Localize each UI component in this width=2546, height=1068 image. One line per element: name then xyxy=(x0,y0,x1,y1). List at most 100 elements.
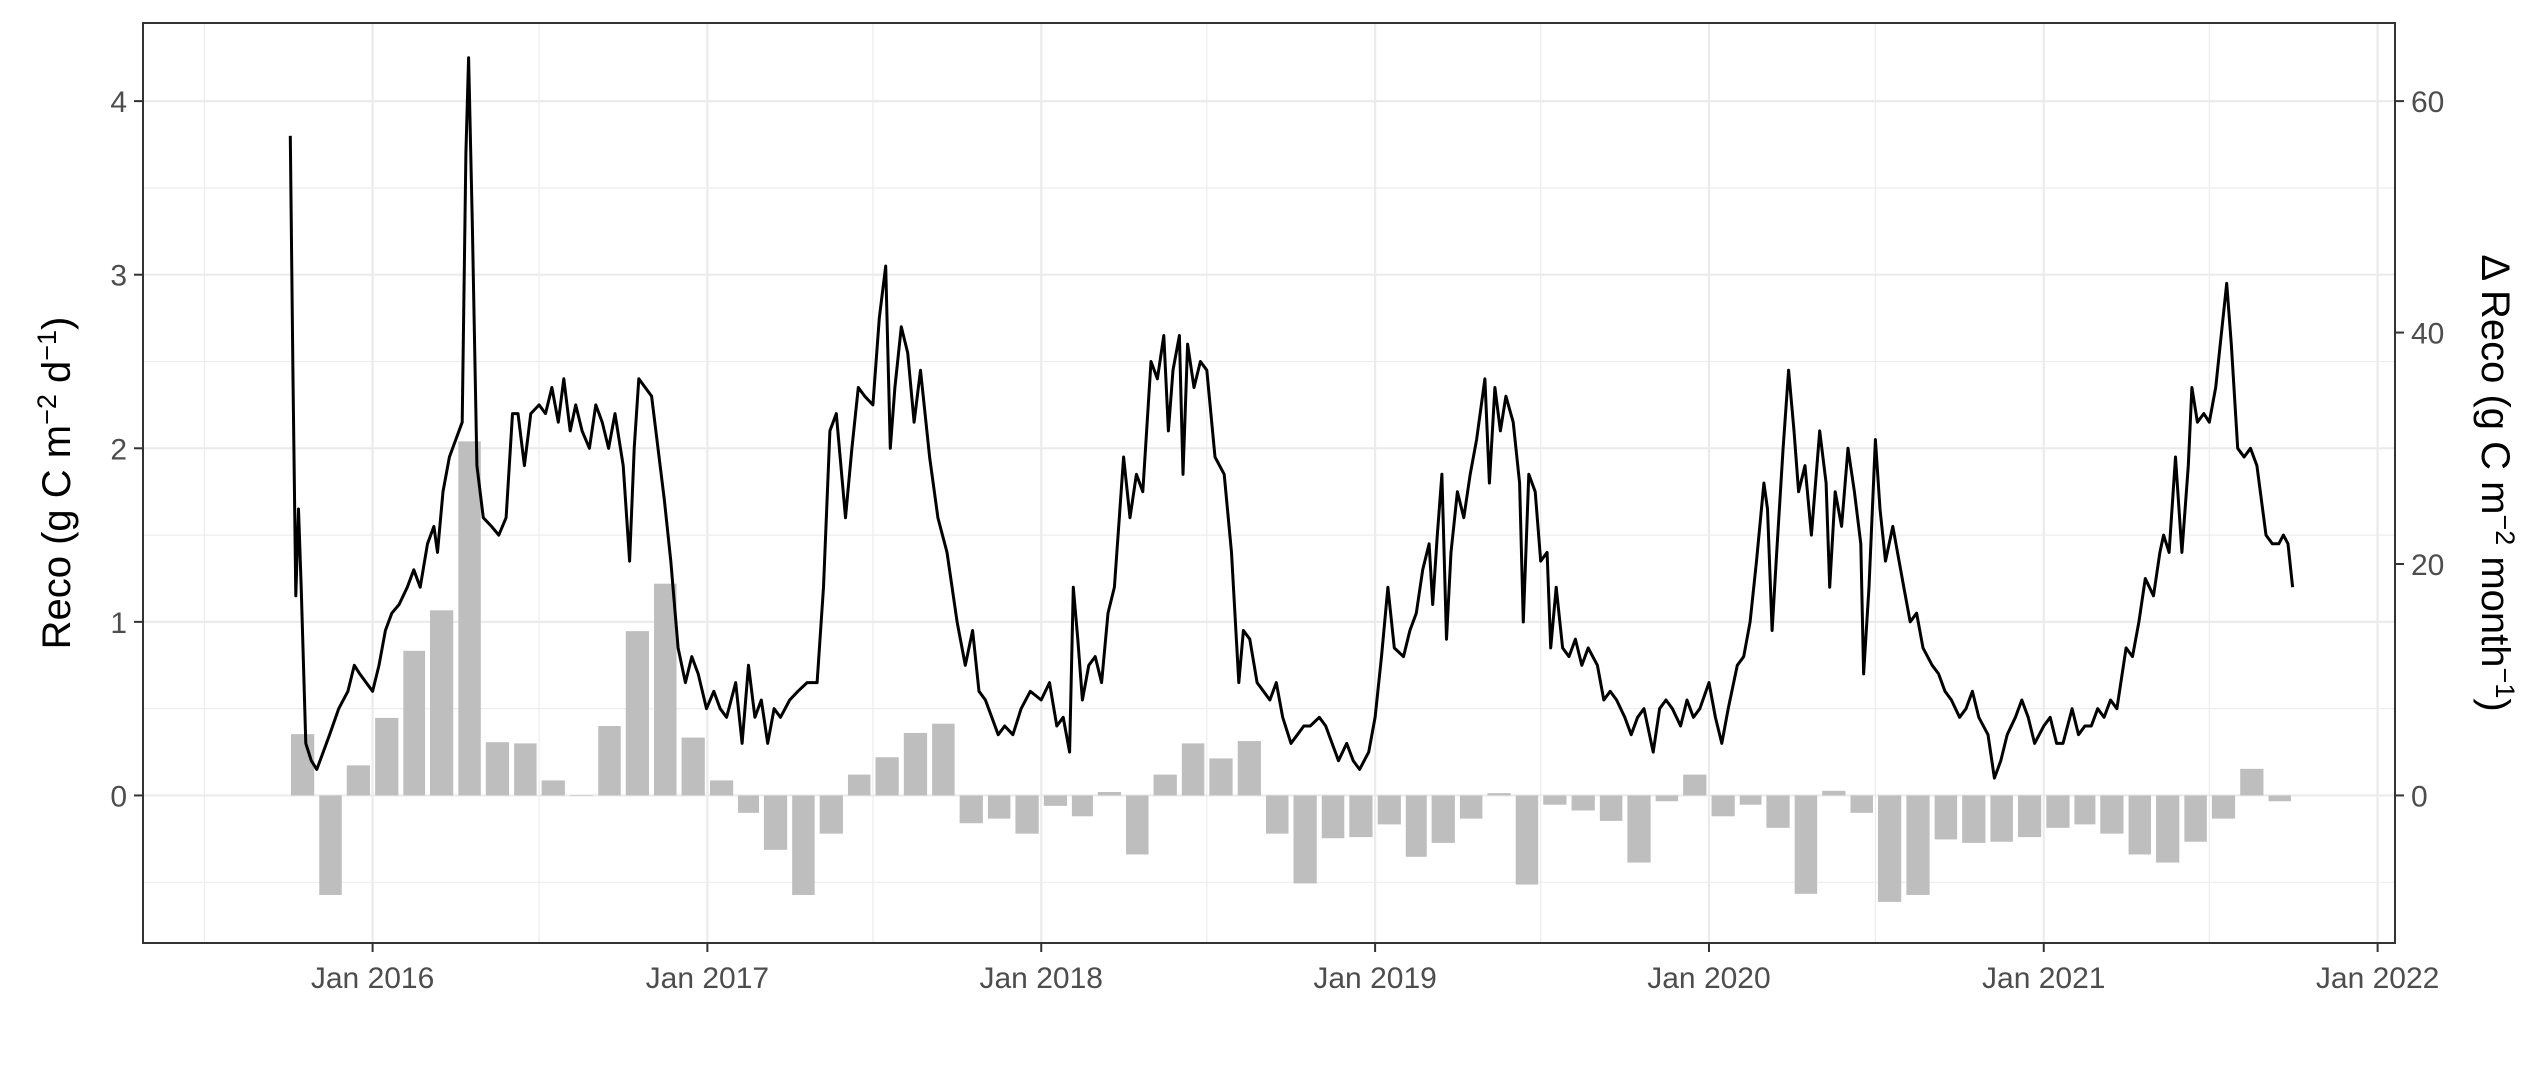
bar xyxy=(2074,795,2096,825)
bar xyxy=(2046,795,2070,828)
bar xyxy=(792,795,815,895)
x-tick-label: Jan 2022 xyxy=(2316,962,2439,995)
bar xyxy=(1265,795,1289,834)
bar xyxy=(2100,795,2124,834)
bar xyxy=(2017,795,2042,838)
left-tick-label: 2 xyxy=(110,433,127,466)
bar xyxy=(1515,795,1539,885)
bar xyxy=(1794,795,1818,894)
bar xyxy=(1293,795,1317,884)
bar xyxy=(681,737,705,796)
bar xyxy=(819,795,843,834)
bar xyxy=(763,795,788,850)
bar xyxy=(1377,795,1401,825)
bar-series xyxy=(290,441,2291,902)
bar xyxy=(738,795,760,813)
right-tick-label: 0 xyxy=(2411,780,2428,813)
bar xyxy=(1015,795,1039,834)
bar xyxy=(514,743,537,796)
x-axis: Jan 2016 Jan 2017 Jan 2018 Jan 2019 Jan 2020… xyxy=(311,943,2439,995)
right-axis: 0 20 40 60 xyxy=(2395,86,2444,813)
bar xyxy=(709,780,734,796)
left-tick-label: 4 xyxy=(110,86,127,119)
bar xyxy=(1571,795,1595,811)
bar xyxy=(598,726,621,796)
bar xyxy=(1990,795,2013,842)
bar xyxy=(1543,795,1567,805)
bar xyxy=(458,441,481,796)
bar xyxy=(1739,795,1762,805)
bar xyxy=(1209,758,1233,796)
bar xyxy=(2184,795,2207,842)
x-tick-label: Jan 2016 xyxy=(311,962,434,995)
bar xyxy=(903,732,928,796)
bar xyxy=(569,795,594,796)
grid-minor xyxy=(143,23,2395,943)
right-tick-label: 60 xyxy=(2411,86,2444,119)
bar xyxy=(959,795,983,824)
bar xyxy=(875,757,899,796)
bar xyxy=(403,650,426,796)
bar xyxy=(541,780,565,796)
right-axis-title-sup-1: −2 xyxy=(2490,514,2520,545)
left-axis-title-part-2: d xyxy=(35,361,79,394)
bar xyxy=(1153,774,1177,796)
bar xyxy=(1126,795,1149,855)
right-axis-title-part-1: Δ Reco (g C m xyxy=(2473,254,2517,514)
grid-major xyxy=(143,23,2395,943)
bar xyxy=(1934,795,1958,840)
bar xyxy=(1237,741,1261,796)
bar xyxy=(2268,795,2291,802)
left-axis: 0 1 2 3 4 xyxy=(110,86,143,813)
bar xyxy=(430,610,454,796)
bar xyxy=(2156,795,2180,863)
bar xyxy=(1181,743,1205,796)
right-tick-label: 40 xyxy=(2411,318,2444,351)
left-tick-label: 0 xyxy=(110,780,127,813)
right-axis-title-part-3: ) xyxy=(2473,698,2517,711)
bar xyxy=(375,717,399,796)
bar xyxy=(1431,795,1455,843)
bar xyxy=(1906,795,1930,895)
bar xyxy=(1349,795,1373,838)
bar xyxy=(1878,795,1902,902)
left-axis-title: Reco (g C m−2 d−1) xyxy=(32,317,79,650)
bar xyxy=(654,583,677,796)
bar xyxy=(1962,795,1986,843)
plot-border xyxy=(142,22,2396,944)
bar xyxy=(2211,795,2236,819)
x-tick-label: Jan 2021 xyxy=(1982,962,2105,995)
left-axis-title-part-1: Reco (g C m xyxy=(35,425,79,650)
left-axis-title-sup-2: −1 xyxy=(32,330,62,361)
x-tick-label: Jan 2019 xyxy=(1313,962,1436,995)
bar xyxy=(1850,795,1873,813)
bar xyxy=(2240,768,2264,796)
x-tick-label: Jan 2017 xyxy=(646,962,769,995)
left-tick-label: 1 xyxy=(110,607,127,640)
right-tick-label: 20 xyxy=(2411,549,2444,582)
left-axis-title-part-3: ) xyxy=(35,317,79,330)
bar xyxy=(1405,795,1427,857)
reco-line xyxy=(288,56,2295,780)
bar xyxy=(1599,795,1623,821)
bar xyxy=(987,795,1011,819)
bar xyxy=(290,734,315,796)
bar xyxy=(1683,774,1707,796)
x-tick-label: Jan 2020 xyxy=(1647,962,1770,995)
bar xyxy=(346,765,371,796)
x-tick-label: Jan 2018 xyxy=(980,962,1103,995)
right-axis-title-part-2: month xyxy=(2473,545,2517,667)
bar xyxy=(1711,795,1735,817)
bar xyxy=(1321,795,1345,839)
right-axis-title: Δ Reco (g C m−2 month−1) xyxy=(2473,254,2520,711)
bar xyxy=(1766,795,1790,828)
bar xyxy=(1627,795,1651,863)
bar xyxy=(1655,795,1679,802)
left-tick-label: 3 xyxy=(110,260,127,293)
bar xyxy=(319,795,342,895)
bar xyxy=(625,631,650,796)
right-axis-title-sup-2: −1 xyxy=(2490,668,2520,699)
bar xyxy=(1487,793,1511,796)
bar xyxy=(1071,795,1093,817)
